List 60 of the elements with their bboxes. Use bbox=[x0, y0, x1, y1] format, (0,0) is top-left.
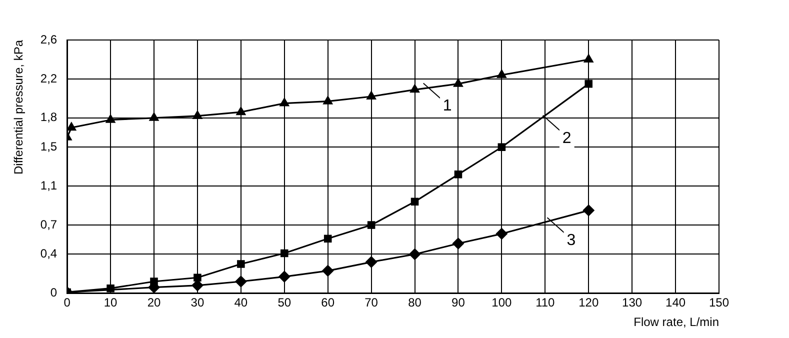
x-tick-label: 130 bbox=[622, 296, 642, 310]
point bbox=[496, 228, 508, 240]
point bbox=[408, 248, 421, 260]
x-axis-title: Flow rate, L/min bbox=[634, 315, 719, 330]
x-tick-label: 140 bbox=[666, 296, 686, 310]
annotation: 3 bbox=[566, 232, 576, 250]
x-tick-label: 150 bbox=[708, 296, 730, 310]
point bbox=[106, 284, 114, 292]
point bbox=[410, 198, 419, 206]
point bbox=[365, 256, 378, 268]
y-tick-label: 2,2 bbox=[40, 71, 58, 86]
x-tick-label: 50 bbox=[278, 296, 292, 310]
x-tick-label: 40 bbox=[234, 296, 248, 310]
x-tick-label: 70 bbox=[364, 296, 378, 310]
point bbox=[324, 234, 332, 243]
x-tick-label: 20 bbox=[147, 296, 161, 310]
y-tick-label: 1,1 bbox=[40, 178, 58, 192]
y-tick-label: 2,6 bbox=[40, 32, 58, 46]
y-axis-title: Differential pressure, kPa bbox=[12, 40, 26, 175]
x-tick-label: 30 bbox=[190, 296, 204, 310]
x-tick-label: 100 bbox=[492, 296, 512, 310]
point bbox=[410, 84, 420, 93]
point bbox=[322, 264, 334, 277]
point bbox=[584, 80, 593, 88]
point bbox=[280, 249, 288, 258]
point bbox=[498, 143, 506, 152]
point bbox=[366, 90, 377, 100]
point bbox=[453, 78, 464, 87]
x-tick-label: 110 bbox=[536, 296, 556, 310]
point bbox=[148, 112, 160, 121]
x-tick-label: 0 bbox=[64, 296, 71, 310]
point bbox=[367, 221, 376, 229]
point bbox=[237, 260, 245, 268]
annotation: 2 bbox=[562, 130, 572, 147]
point bbox=[194, 274, 202, 282]
point bbox=[452, 238, 464, 250]
point bbox=[236, 106, 246, 116]
y-tick-label: 0,4 bbox=[40, 246, 58, 261]
point bbox=[105, 114, 116, 123]
y-tick-label: 0 bbox=[50, 286, 58, 300]
x-tick-label: 90 bbox=[452, 296, 466, 310]
x-tick-label: 120 bbox=[578, 296, 599, 310]
point bbox=[278, 270, 290, 283]
annotation: 1 bbox=[442, 98, 452, 115]
point bbox=[582, 204, 595, 216]
point bbox=[322, 95, 334, 104]
y-tick-label: 1,8 bbox=[40, 110, 58, 124]
point bbox=[496, 69, 507, 78]
point bbox=[67, 122, 77, 131]
point bbox=[583, 53, 594, 62]
point bbox=[192, 110, 203, 119]
x-tick-label: 60 bbox=[321, 296, 335, 310]
point bbox=[454, 170, 462, 178]
y-tick-label: 0,7 bbox=[40, 217, 58, 232]
point bbox=[234, 276, 247, 288]
point bbox=[279, 97, 290, 106]
x-tick-label: 10 bbox=[104, 296, 118, 310]
point bbox=[150, 278, 158, 286]
x-tick-label: 80 bbox=[408, 296, 422, 310]
y-tick-label: 1,5 bbox=[40, 139, 58, 154]
